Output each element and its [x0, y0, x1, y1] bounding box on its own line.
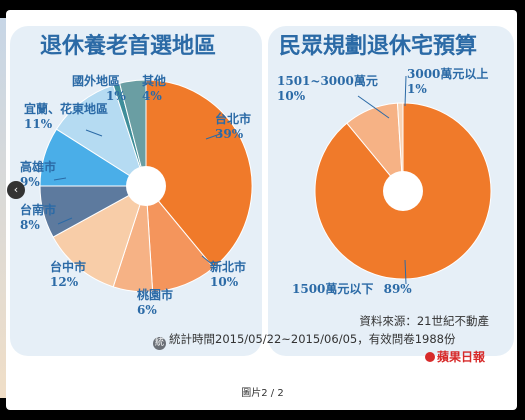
slice-label-taichung: 台中市 12% [50, 260, 87, 289]
leader-line-tainan [57, 217, 73, 225]
pie-charts [39, 75, 492, 293]
left-chart-title: 退休養老首選地區 [40, 33, 217, 59]
previous-image-edge [0, 18, 6, 398]
slice-label-tainan: 台南市 8% [20, 203, 57, 232]
slice-label-1501-3000: 1501~3000萬元 10% [277, 74, 378, 103]
pie1-slice-4 [52, 184, 147, 288]
leader-line-new-taipei [201, 255, 215, 267]
leader-line-1501-3000 [357, 95, 390, 119]
leader-line-kaohsiung [53, 177, 67, 181]
data-source: 資料來源：21世紀不動產 [359, 314, 489, 328]
slice-label-yilan-hualien-taitung: 宜蘭、花東地區 11% [24, 102, 109, 131]
survey-stats-icon: 統 [153, 337, 166, 350]
survey-period: 統計時間2015/05/22~2015/06/05，有效問卷1988份 [169, 332, 456, 346]
right-chart-title: 民眾規劃退休宅預算 [279, 33, 478, 59]
pie1-slice-9 [119, 79, 147, 187]
slice-label-other: 其他 4% [142, 74, 167, 103]
slice-label-overseas: 國外地區 1% [72, 74, 126, 103]
apple-icon [424, 352, 435, 362]
leader-line-over-3000 [404, 75, 407, 107]
infographic: 退休養老首選地區 民眾規劃退休宅預算 國外地區 1% 其他 4% 宜蘭、花東地區… [6, 10, 517, 410]
slice-label-under-1500: 1500萬元以下 89% [292, 282, 412, 296]
apple-daily-logo: 蘋果日報 [424, 348, 485, 365]
leader-line-taipei [205, 133, 221, 140]
slice-label-taoyuan: 桃園市 6% [137, 288, 174, 317]
pie2-slice-3 [396, 102, 404, 192]
slice-label-taipei: 台北市 39% [215, 112, 252, 141]
leader-line-under-1500 [404, 259, 407, 285]
pie1-center-hole [126, 166, 166, 206]
slice-label-new-taipei: 新北市 10% [210, 260, 247, 289]
pie2-slice-1 [314, 102, 492, 280]
pie2-center-hole [383, 171, 423, 211]
pie1-slice-1 [145, 79, 253, 269]
slice-label-over-3000: 3000萬元以上 1% [407, 67, 489, 96]
image-counter: 圖片2 / 2 [241, 388, 284, 399]
survey-info: 統統計時間2015/05/22~2015/06/05，有效問卷1988份 [153, 331, 455, 350]
leader-line-yilan [85, 129, 103, 137]
previous-image-button[interactable]: ‹ [7, 181, 25, 199]
slice-label-kaohsiung: 高雄市 9% [20, 160, 57, 189]
